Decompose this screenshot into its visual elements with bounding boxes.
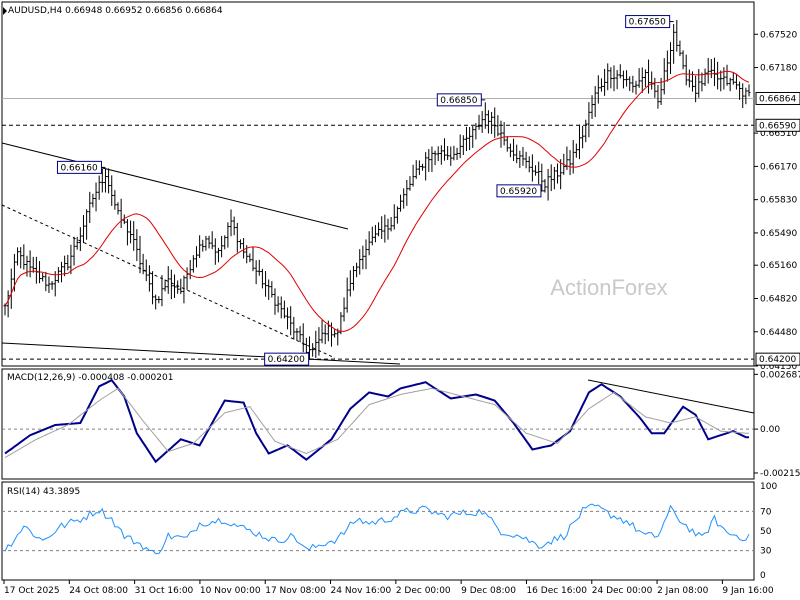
annotation-label: 0.65920 (500, 187, 537, 197)
price-ytick-label: 0.66170 (760, 162, 797, 172)
lower-trendline (1, 342, 401, 365)
last-price-label: 0.66864 (759, 94, 796, 104)
xtick-label: 17 Nov 08:00 (265, 586, 326, 596)
annotation-box (56, 160, 102, 174)
macd-ytick-label: 0.00 (760, 425, 780, 435)
xtick-label: 17 Oct 2025 (4, 586, 60, 596)
macd-pane: 0.002687 0.00 -0.002154 MACD(12,26,9) -0.00… (2, 370, 800, 479)
xtick-label: 2 Dec 00:00 (396, 586, 451, 596)
rsi-ytick-label: 0 (760, 571, 766, 581)
xtick-label: 24 Oct 08:00 (69, 586, 128, 596)
price-ytick-label: 0.65830 (760, 196, 797, 206)
price-ytick-label: 0.67180 (760, 64, 797, 74)
macd-ytick-label: 0.002687 (760, 370, 800, 380)
level-label: 0.64200 (759, 355, 796, 365)
level-label-box (755, 118, 800, 132)
price-ytick-label: 0.65490 (760, 229, 797, 239)
annotation-box (436, 93, 482, 107)
price-ytick-label: 0.64130 (760, 362, 797, 372)
xtick-label: 9 Dec 08:00 (461, 586, 516, 596)
dashed-channel-line (1, 204, 336, 359)
annotation-label: 0.67650 (629, 18, 666, 28)
rsi-ytick-label: 30 (760, 547, 772, 557)
x-axis: 17 Oct 2025 24 Oct 08:00 31 Oct 16:00 10 No… (3, 580, 774, 596)
xtick-label: 9 Jan 16:00 (722, 586, 774, 596)
macd-series-signal (4, 387, 749, 459)
price-ytick-label: 0.65160 (760, 261, 797, 271)
annotation-box (496, 184, 542, 198)
header-triangle-icon (3, 7, 7, 15)
price-pane: ActionForex 0.67520 0.67180 0.66510 0.66170 0… (1, 6, 800, 372)
xtick-label: 16 Dec 16:00 (526, 586, 587, 596)
rsi-ytick-label: 70 (760, 507, 772, 517)
price-ytick-label: 0.67520 (760, 30, 797, 40)
annotation-box (625, 15, 671, 29)
annotation-label: 0.64200 (268, 355, 305, 365)
price-pane-frame (1, 1, 755, 367)
xtick-label: 24 Nov 16:00 (331, 586, 392, 596)
moving-average-line (4, 70, 750, 332)
price-ytick-label: 0.64480 (760, 328, 797, 338)
macd-pane-frame (1, 368, 755, 480)
rsi-pane: 100 70 50 30 0 RSI(14) 43.3895 (2, 482, 777, 581)
level-label: 0.66590 (759, 121, 796, 131)
macd-series-macd (4, 378, 749, 464)
rsi-series-line (4, 503, 750, 555)
xtick-label: 24 Dec 00:00 (592, 586, 653, 596)
rsi-ytick-label: 100 (760, 482, 777, 492)
annotation-box (264, 352, 310, 366)
annotation-label: 0.66850 (440, 96, 477, 106)
macd-title: MACD(12,26,9) -0.000408 -0.000201 (7, 373, 173, 383)
level-label-box (755, 352, 800, 366)
price-bars (3, 19, 751, 364)
upper-trendline (1, 142, 349, 230)
xtick-label: 2 Jan 08:00 (657, 586, 709, 596)
macd-ytick-label: -0.002154 (760, 469, 800, 479)
annotation-label: 0.66160 (60, 163, 97, 173)
rsi-ytick-label: 50 (760, 527, 772, 537)
rsi-title: RSI(14) 43.3895 (7, 487, 80, 497)
watermark: ActionForex (550, 275, 667, 300)
price-ytick-label: 0.64820 (760, 294, 797, 304)
xtick-label: 10 Nov 00:00 (200, 586, 261, 596)
symbol-header: AUDUSD,H4 0.66948 0.66952 0.66856 0.6686… (8, 6, 223, 16)
last-price-box (755, 91, 800, 105)
macd-trendline (587, 379, 755, 414)
rsi-pane-frame (1, 481, 755, 581)
price-ytick-label: 0.66510 (760, 129, 797, 139)
xtick-label: 31 Oct 16:00 (135, 586, 194, 596)
